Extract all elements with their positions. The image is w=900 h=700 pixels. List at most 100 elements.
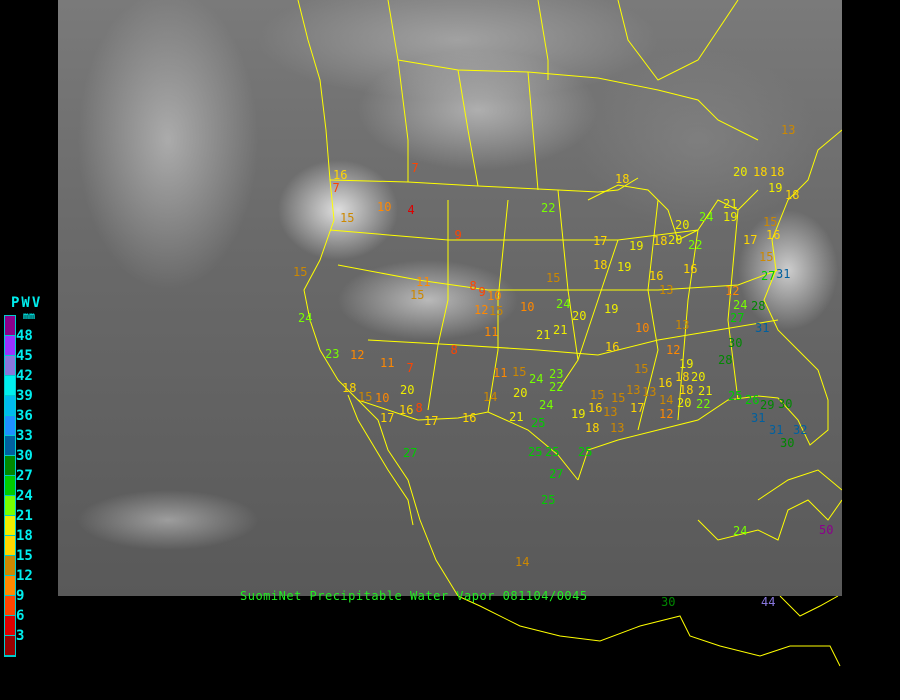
legend-label: 39 bbox=[16, 388, 33, 404]
station-pwv-value: 25 bbox=[578, 445, 593, 459]
legend-swatch bbox=[5, 316, 15, 336]
legend-swatch bbox=[5, 416, 15, 436]
station-pwv-value: 19 bbox=[723, 210, 738, 224]
station-pwv-value: 30 bbox=[778, 397, 793, 411]
station-pwv-value: 15 bbox=[293, 265, 308, 279]
station-pwv-value: 22 bbox=[696, 397, 711, 411]
legend-label: 36 bbox=[16, 408, 33, 424]
station-pwv-value: 12 bbox=[725, 284, 740, 298]
great-lakes bbox=[587, 184, 759, 241]
station-pwv-value: 16 bbox=[399, 403, 414, 417]
station-pwv-value: 13 bbox=[642, 385, 657, 399]
legend-swatch bbox=[5, 536, 15, 556]
legend-swatch bbox=[5, 556, 15, 576]
station-pwv-value: 9 bbox=[478, 285, 486, 299]
station-pwv-value: 19 bbox=[571, 407, 586, 421]
station-pwv-value: 13 bbox=[603, 405, 618, 419]
station-pwv-value: 8 bbox=[469, 279, 477, 293]
station-pwv-value: 19 bbox=[679, 357, 694, 371]
station-pwv-value: 16 bbox=[683, 262, 698, 276]
station-pwv-value: 19 bbox=[604, 302, 619, 316]
station-pwv-value: 25 bbox=[728, 389, 743, 403]
station-pwv-value: 12 bbox=[659, 407, 674, 421]
station-pwv-value: 19 bbox=[768, 181, 783, 195]
state-line bbox=[677, 229, 699, 421]
station-pwv-value: 17 bbox=[630, 401, 645, 415]
station-pwv-value: 10 bbox=[377, 200, 392, 214]
station-pwv-value: 11 bbox=[416, 275, 431, 289]
state-line bbox=[329, 229, 699, 241]
station-pwv-value: 31 bbox=[751, 411, 766, 425]
station-pwv-value: 20 bbox=[733, 165, 748, 179]
legend-label: 9 bbox=[16, 588, 25, 604]
legend-label: 6 bbox=[16, 608, 25, 624]
province-line bbox=[397, 59, 409, 182]
station-pwv-value: 9 bbox=[454, 228, 462, 242]
legend-swatch bbox=[5, 496, 15, 516]
station-pwv-value: 18 bbox=[585, 421, 600, 435]
station-pwv-value: 13 bbox=[781, 123, 796, 137]
station-pwv-value: 18 bbox=[675, 370, 690, 384]
station-pwv-value: 10 bbox=[375, 391, 390, 405]
station-pwv-value: 16 bbox=[462, 411, 477, 425]
station-pwv-value: 12 bbox=[666, 343, 681, 357]
legend-swatch bbox=[5, 376, 15, 396]
station-pwv-value: 4 bbox=[407, 203, 415, 217]
station-pwv-value: 20 bbox=[400, 383, 415, 397]
station-pwv-value: 8 bbox=[450, 343, 458, 357]
station-pwv-value: 7 bbox=[411, 161, 419, 175]
station-pwv-value: 15 bbox=[489, 304, 504, 318]
legend-label: 27 bbox=[16, 468, 33, 484]
gulf-coastline bbox=[577, 129, 842, 481]
legend-label: 30 bbox=[16, 448, 33, 464]
canada-us-border bbox=[329, 177, 639, 193]
legend-unit: mm bbox=[23, 311, 36, 322]
station-pwv-value: 18 bbox=[342, 381, 357, 395]
legend-label: 3 bbox=[16, 628, 25, 644]
station-pwv-value: 27 bbox=[549, 467, 564, 481]
station-pwv-value: 7 bbox=[406, 361, 414, 375]
station-pwv-value: 26 bbox=[745, 393, 760, 407]
station-pwv-value: 7 bbox=[332, 181, 340, 195]
station-pwv-value: 22 bbox=[688, 238, 703, 252]
legend-title: PWV bbox=[11, 295, 43, 311]
station-pwv-value: 16 bbox=[658, 376, 673, 390]
station-pwv-value: 18 bbox=[770, 165, 785, 179]
legend-swatch bbox=[5, 516, 15, 536]
station-pwv-value: 17 bbox=[424, 414, 439, 428]
state-line bbox=[387, 0, 399, 61]
station-pwv-value: 15 bbox=[512, 365, 527, 379]
station-pwv-value: 20 bbox=[668, 233, 683, 247]
station-pwv-value: 21 bbox=[536, 328, 551, 342]
station-pwv-value: 8 bbox=[415, 401, 423, 415]
station-pwv-value: 19 bbox=[629, 239, 644, 253]
state-line bbox=[617, 0, 739, 81]
station-pwv-value: 18 bbox=[785, 188, 800, 202]
station-pwv-value: 15 bbox=[590, 388, 605, 402]
station-pwv-value: 12 bbox=[350, 348, 365, 362]
station-pwv-value: 31 bbox=[769, 423, 784, 437]
province-line bbox=[527, 71, 539, 191]
station-pwv-value: 15 bbox=[759, 250, 774, 264]
province-line bbox=[457, 69, 479, 187]
station-pwv-value: 24 bbox=[556, 297, 571, 311]
yucatan-coast bbox=[697, 499, 842, 541]
legend-label: 33 bbox=[16, 428, 33, 444]
station-pwv-value: 24 bbox=[529, 372, 544, 386]
station-pwv-value: 24 bbox=[539, 398, 554, 412]
station-pwv-value: 14 bbox=[515, 555, 530, 569]
station-pwv-value: 16 bbox=[605, 340, 620, 354]
legend-label: 24 bbox=[16, 488, 33, 504]
station-pwv-value: 27 bbox=[403, 446, 418, 460]
station-pwv-value: 15 bbox=[410, 288, 425, 302]
station-pwv-value: 24 bbox=[733, 524, 748, 538]
station-pwv-value: 25 bbox=[545, 445, 560, 459]
station-pwv-value: 20 bbox=[675, 218, 690, 232]
station-pwv-value: 27 bbox=[761, 269, 776, 283]
legend-swatch bbox=[5, 636, 15, 656]
legend-label: 15 bbox=[16, 548, 33, 564]
state-boundaries bbox=[297, 0, 842, 596]
station-pwv-value: 20 bbox=[572, 309, 587, 323]
pwv-color-scale bbox=[4, 315, 16, 657]
station-pwv-value: 17 bbox=[593, 234, 608, 248]
